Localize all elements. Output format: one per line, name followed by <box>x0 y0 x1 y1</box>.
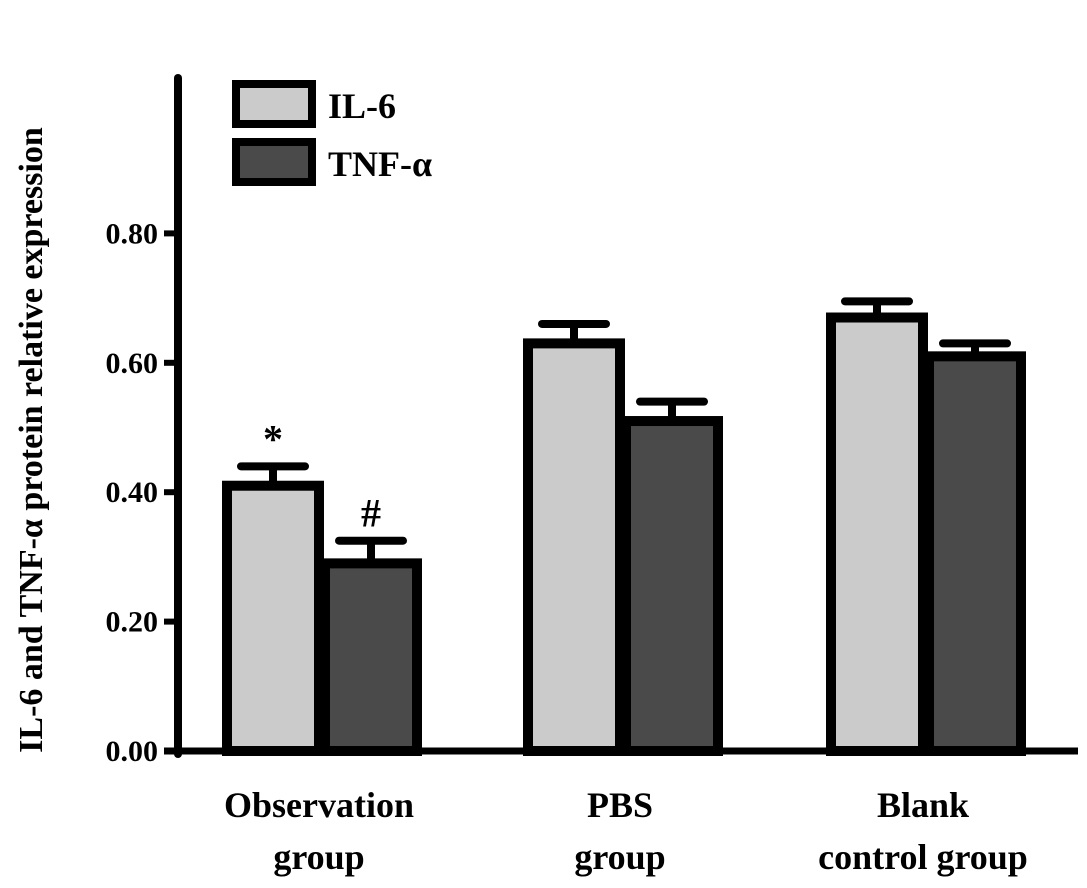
bars <box>222 312 1026 756</box>
significance-marker: * <box>263 416 283 461</box>
category-label: Observation <box>224 785 414 825</box>
category-label: PBS <box>587 785 653 825</box>
error-bars <box>237 297 1011 564</box>
bar <box>523 338 625 756</box>
category-label: group <box>574 837 665 877</box>
bar <box>826 312 928 756</box>
axes <box>164 74 1078 758</box>
category-label: control group <box>818 837 1028 877</box>
significance-marker: # <box>361 491 381 536</box>
legend-label: IL-6 <box>328 86 396 126</box>
y-tick-label: 0.80 <box>106 217 159 250</box>
legend: IL-6 TNF-α <box>232 80 432 186</box>
y-tick-label: 0.20 <box>106 606 159 639</box>
significance-annotations: *# <box>263 416 381 535</box>
y-tick-label: 0.60 <box>106 347 159 380</box>
y-axis-ticks: 0.00 0.20 0.40 0.60 0.80 <box>106 217 178 768</box>
y-tick-label: 0.40 <box>106 476 159 509</box>
category-label: group <box>273 837 364 877</box>
y-axis-label: IL-6 and TNF-α protein relative expressi… <box>13 127 50 753</box>
legend-swatch <box>232 138 316 186</box>
bar <box>621 416 723 756</box>
legend-swatch <box>232 80 316 128</box>
bar <box>924 351 1026 756</box>
category-label: Blank <box>877 785 969 825</box>
legend-label: TNF-α <box>328 144 432 184</box>
category-labels: Observation group PBS group Blank control gro… <box>224 785 1028 877</box>
bar <box>320 558 422 756</box>
bar <box>222 480 324 756</box>
y-tick-label: 0.00 <box>106 735 159 768</box>
